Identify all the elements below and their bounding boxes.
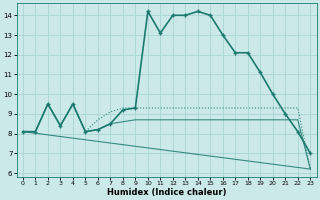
X-axis label: Humidex (Indice chaleur): Humidex (Indice chaleur) [107,188,226,197]
